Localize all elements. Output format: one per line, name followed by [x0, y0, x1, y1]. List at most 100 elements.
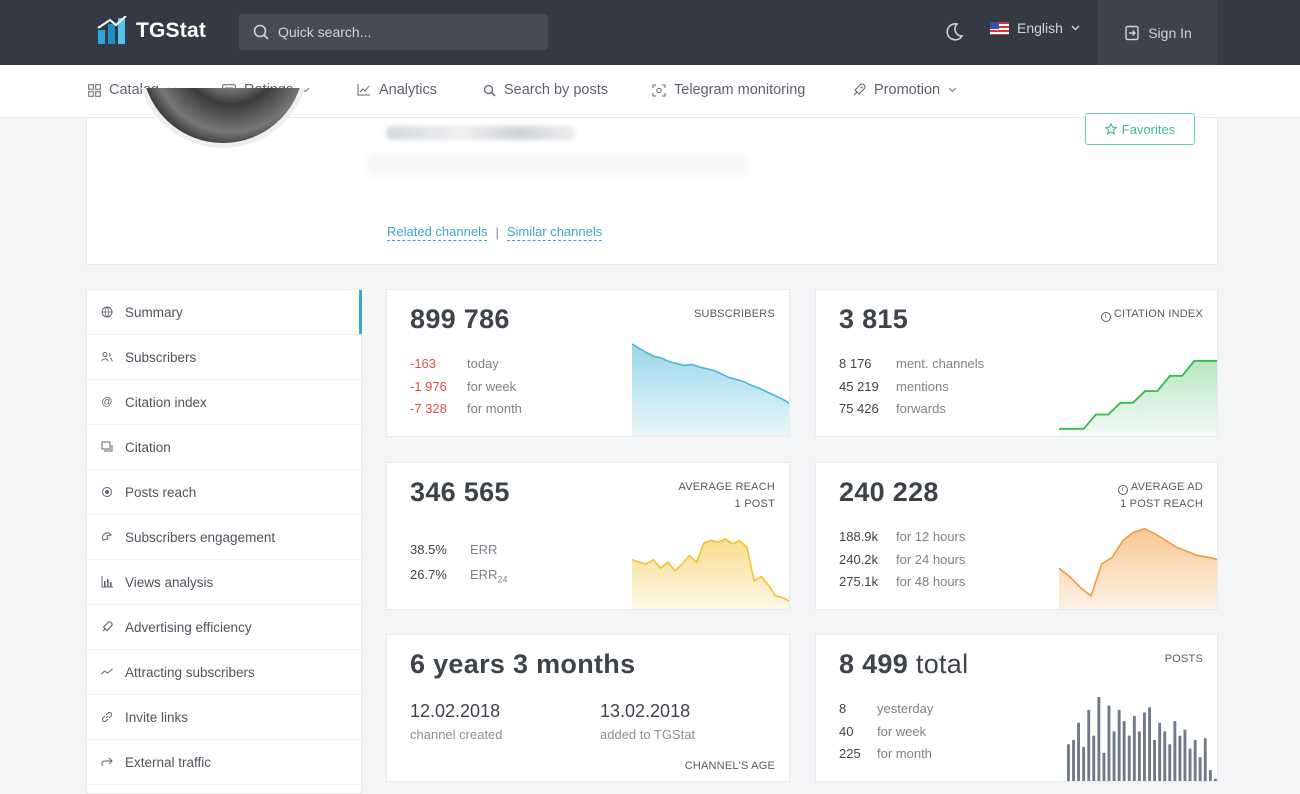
eye-icon — [102, 487, 112, 497]
line-chart-icon — [357, 84, 370, 96]
moon-icon[interactable] — [943, 21, 965, 43]
logo-text: TGStat — [136, 19, 207, 42]
age-value: 6 years 3 months — [410, 649, 636, 679]
ad-label-sub: 1 POST REACH — [1120, 498, 1203, 510]
links-separator: | — [495, 225, 499, 240]
sidebar-item-invite-links[interactable]: Invite links — [87, 695, 361, 740]
citation-value: 3 815 — [839, 304, 909, 334]
channel-links: Related channels | Similar channels — [387, 224, 603, 241]
posts-chart-bar — [1153, 740, 1156, 781]
added-date: 13.02.2018 — [600, 701, 691, 721]
sidebar-item-views-analysis[interactable]: Views analysis — [87, 560, 361, 605]
stats-sidebar: Summary Subscribers @ Citation index Cit… — [86, 289, 362, 794]
average-ad-reach-card[interactable]: 240 228 i AVERAGE AD 1 POST REACH 188.9k f… — [815, 462, 1218, 610]
similar-channels-link[interactable]: Similar channels — [506, 224, 603, 241]
posts-chart-bar — [1203, 738, 1207, 781]
chevron-down-icon — [948, 87, 957, 93]
channel-profile-card: Favorites Related channels | Similar cha… — [86, 88, 1218, 265]
ad-reach-sparkline-area — [1059, 528, 1217, 609]
change-row: -163 today — [410, 356, 499, 371]
quick-search[interactable] — [239, 14, 548, 50]
sign-in-button[interactable]: Sign In — [1098, 0, 1218, 65]
info-icon: i — [1117, 485, 1128, 495]
favorites-label: Favorites — [1121, 121, 1176, 137]
posts-chart-bar — [1213, 778, 1217, 781]
sidebar-item-label: Views analysis — [125, 574, 214, 590]
sidebar-item-subscribers[interactable]: Subscribers — [87, 335, 361, 380]
sidebar-item-external-traffic[interactable]: External traffic — [87, 740, 361, 785]
reach-value: 346 565 — [410, 477, 510, 507]
sidebar-item-citation-index[interactable]: @ Citation index — [87, 380, 361, 425]
related-channels-link[interactable]: Related channels — [387, 224, 488, 241]
favorites-button[interactable]: Favorites — [1085, 113, 1195, 145]
reach-sparkline-line — [632, 537, 789, 603]
posts-value-wrap: 8 499 total — [839, 649, 968, 680]
search-icon — [483, 84, 496, 97]
grid-icon — [88, 83, 101, 97]
citation-index-card[interactable]: 3 815 i CITATION INDEX 8 176 ment. channel… — [815, 289, 1218, 437]
rocket-icon — [102, 621, 113, 632]
posts-chart-bar — [1082, 746, 1086, 781]
sidebar-item-label: Subscribers — [125, 349, 197, 365]
posts-chart-bar — [1117, 709, 1121, 781]
star-icon — [1104, 123, 1117, 135]
posts-chart-bar — [1102, 752, 1106, 781]
posts-chart-bar — [1092, 735, 1096, 781]
nav-search-posts[interactable]: Search by posts — [483, 82, 608, 98]
ad-label-wrap: i AVERAGE AD 1 POST REACH — [1117, 479, 1203, 513]
ad-value: 240 228 — [839, 477, 939, 507]
change-row: -1 976 for week — [410, 378, 517, 394]
users-icon — [101, 352, 113, 362]
channel-age-card: 6 years 3 months 12.02.2018 channel crea… — [386, 634, 790, 782]
stat-row: 8 176 ment. channels — [839, 356, 985, 371]
posts-chart-bar — [1067, 744, 1070, 781]
sidebar-item-label: Attracting subscribers — [125, 664, 255, 680]
sidebar-item-posts-reach[interactable]: Posts reach — [87, 470, 361, 515]
created-label: channel created — [410, 727, 503, 742]
sign-in-label: Sign In — [1148, 24, 1192, 41]
subscribers-changes: -163 today -1 976 for week -7 328 for month — [410, 353, 522, 421]
posts-chart-bar — [1143, 712, 1146, 781]
posts-stats: 8 yesterday 40 for week 225 for month — [839, 698, 933, 766]
nav-promotion[interactable]: Promotion — [852, 82, 957, 98]
sidebar-item-summary[interactable]: Summary — [87, 290, 362, 335]
sign-in-icon — [1125, 25, 1139, 40]
ad-reach-sparkline-line — [1059, 527, 1217, 598]
subscribers-sparkline — [632, 343, 789, 436]
posts-chart-bar — [1127, 735, 1131, 781]
nav-monitoring-label: Telegram monitoring — [674, 82, 806, 98]
posts-chart-bar — [1077, 722, 1080, 781]
subscribers-card[interactable]: 899 786 SUBSCRIBERS -163 today -1 976 for … — [386, 289, 790, 437]
posts-value: 8 499 — [839, 649, 909, 679]
nav-monitoring[interactable]: Telegram monitoring — [652, 82, 805, 98]
trend-icon — [101, 668, 113, 675]
reach-label: AVERAGE REACH — [678, 481, 775, 493]
posts-chart-bar — [1132, 715, 1136, 781]
nav-search-posts-label: Search by posts — [504, 82, 608, 98]
err-stats: 38.5% ERR 26.7% ERR24 — [410, 537, 507, 593]
reach-sparkline-area — [632, 538, 789, 609]
reach-label-sub: 1 POST — [734, 498, 775, 510]
posts-chart-bar — [1163, 731, 1167, 781]
language-select[interactable]: English — [990, 20, 1080, 36]
ad-label: AVERAGE AD — [1130, 481, 1203, 493]
err24-label: ERR24 — [470, 567, 508, 585]
posts-card[interactable]: 8 499 total POSTS 8 yesterday 40 for week … — [815, 634, 1218, 782]
nav-analytics[interactable]: Analytics — [357, 82, 437, 98]
created-date-block: 12.02.2018 channel created — [410, 701, 503, 742]
sidebar-item-attracting[interactable]: Attracting subscribers — [87, 650, 361, 695]
monitoring-icon — [652, 84, 666, 96]
search-input[interactable] — [278, 24, 538, 40]
posts-unit: total — [915, 649, 969, 679]
sidebar-item-engagement[interactable]: Subscribers engagement — [87, 515, 361, 560]
subscribers-sparkline-line — [632, 343, 789, 404]
stat-row: 225 for month — [839, 746, 932, 761]
logo[interactable]: TGStat — [96, 16, 206, 46]
nav-analytics-label: Analytics — [379, 82, 438, 98]
posts-chart-bar — [1173, 721, 1177, 781]
posts-chart-bar — [1087, 709, 1091, 781]
average-reach-card[interactable]: 346 565 AVERAGE REACH 1 POST 38.5% ERR 26… — [386, 462, 790, 610]
sidebar-item-citation[interactable]: Citation — [87, 425, 361, 470]
rocket-icon — [853, 83, 866, 96]
sidebar-item-advertising[interactable]: Advertising efficiency — [87, 605, 361, 650]
